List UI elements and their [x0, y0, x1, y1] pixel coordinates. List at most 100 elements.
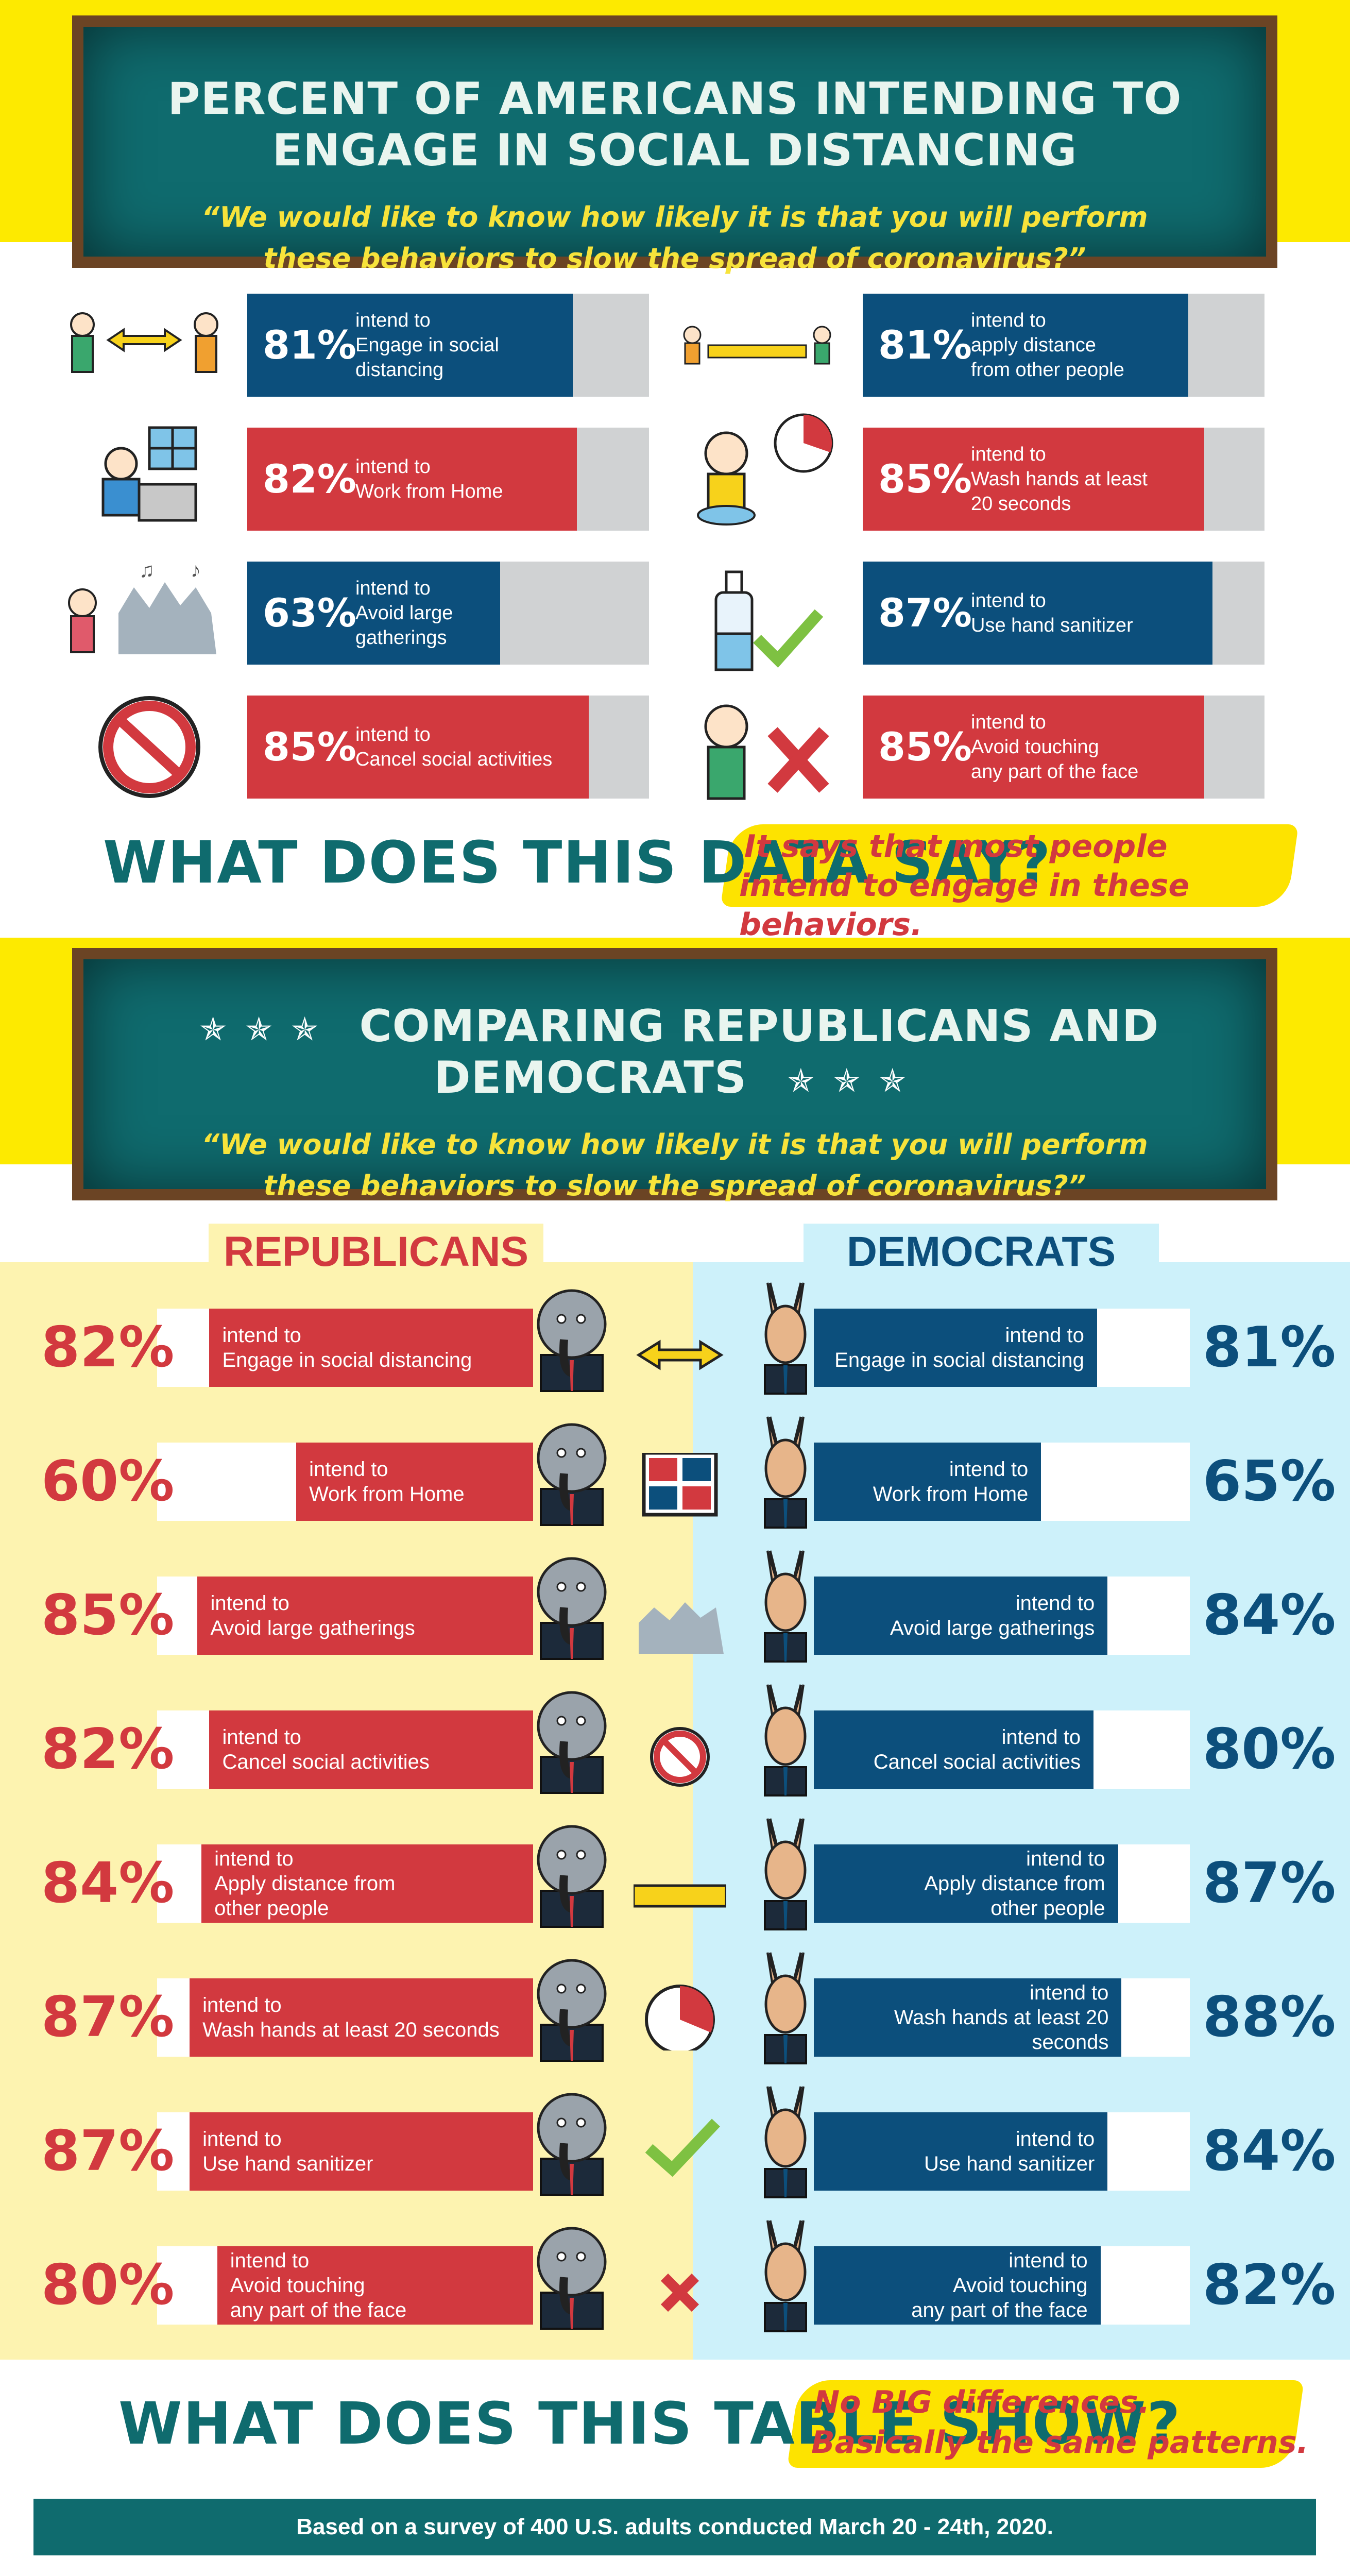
rep-label-line: Wash hands at least 20 seconds	[202, 2019, 500, 2041]
republicans-label: REPUBLICANS	[223, 1228, 529, 1275]
rep-percent: 80%	[41, 2253, 175, 2317]
donkey-icon	[764, 1282, 807, 1395]
star-icon: ✯	[245, 1010, 273, 1048]
bar-percent: 81%	[263, 322, 356, 368]
laptop-home-icon	[101, 426, 197, 522]
bar-fill	[247, 562, 501, 665]
bar-fill	[247, 294, 573, 397]
dem-bar-label: intend to Cancel social activities	[874, 1710, 1081, 1789]
dem-bar: intend to Wash hands at least 20 seconds	[814, 1978, 1122, 2057]
dem-label-line: intend to	[1026, 1848, 1105, 1870]
bar-label-line: apply distance	[971, 334, 1096, 356]
rep-bar-label: intend to Apply distance from other people	[214, 1844, 395, 1923]
dem-percent: 84%	[1203, 1583, 1336, 1648]
rep-bar: intend to Engage in social distancing	[209, 1309, 533, 1387]
star-icon: ✯	[291, 1010, 319, 1048]
window-icon	[642, 1453, 718, 1517]
title-board-2: ✯ ✯ ✯ COMPARING REPUBLICANS AND DEMOCRATS …	[72, 948, 1277, 1202]
dem-label-line: Apply distance from	[924, 1872, 1105, 1895]
rep-bar-label: intend to Work from Home	[309, 1443, 465, 1521]
dem-percent: 82%	[1203, 2253, 1336, 2317]
dem-percent: 88%	[1203, 1985, 1336, 2049]
donkey-icon	[764, 2220, 807, 2332]
no-party-icon	[650, 1727, 710, 1787]
bar-label-line: gatherings	[355, 627, 447, 649]
bar-label-line: Use hand sanitizer	[971, 615, 1133, 636]
bar-percent: 85%	[263, 724, 356, 770]
bar-label-line: from other people	[971, 359, 1124, 381]
svg-text:♫: ♫	[139, 559, 155, 582]
bar-label: intend to Avoid touching any part of the f…	[971, 696, 1138, 799]
bar-percent: 85%	[878, 456, 972, 502]
elephant-icon	[537, 1959, 607, 2062]
republicans-tab	[209, 1224, 543, 1280]
dem-label-line: intend to	[1015, 1592, 1095, 1615]
dem-label-line: any part of the face	[911, 2299, 1088, 2321]
rep-percent: 82%	[41, 1315, 175, 1380]
rep-label-line: Avoid touching	[230, 2274, 365, 2297]
democrats-label: DEMOCRATS	[846, 1228, 1116, 1275]
star-icon: ✯	[879, 1062, 907, 1100]
bar-label-line: Avoid large	[355, 602, 453, 624]
dem-bar-label: intend to Apply distance from other people	[924, 1844, 1105, 1923]
rep-percent: 87%	[41, 2119, 175, 2183]
rep-bar-label: intend to Avoid touching any part of the f…	[230, 2246, 406, 2325]
dem-label-line: intend to	[1001, 1726, 1081, 1749]
dem-bar-label: intend to Work from Home	[873, 1443, 1029, 1521]
bar-label: intend to Wash hands at least 20 seconds	[971, 428, 1148, 531]
bar-label: intend to apply distance from other people	[971, 294, 1124, 397]
footer-banner: Based on a survey of 400 U.S. adults con…	[33, 2499, 1316, 2555]
crowd-icon: ♫ ♪	[68, 559, 216, 654]
section2-quote-line2: these behaviors to slow the spread of co…	[263, 1170, 1086, 1202]
dem-label-line: Work from Home	[873, 1483, 1029, 1505]
bar-label: intend to Avoid large gatherings	[355, 562, 453, 665]
q2-question: WHAT DOES THIS TABLE SHOW?	[118, 2391, 1182, 2458]
bar-label-line: Engage in social	[355, 334, 499, 356]
bar-fill	[863, 562, 1212, 665]
q1-question: WHAT DOES THIS DATA SAY?	[103, 829, 1052, 896]
rep-bar: intend to Wash hands at least 20 seconds	[190, 1978, 533, 2057]
elephant-icon	[537, 1423, 607, 1526]
dem-bar: intend to Work from Home	[814, 1443, 1041, 1521]
rep-label-line: intend to	[210, 1592, 289, 1615]
dem-percent: 65%	[1203, 1449, 1336, 1514]
bar-label-line: intend to	[971, 590, 1046, 612]
behavior-bar: 87% intend to Use hand sanitizer	[863, 562, 1264, 665]
rep-percent: 60%	[41, 1449, 175, 1514]
bar-fill	[863, 696, 1204, 799]
bar-label-line: intend to	[355, 310, 431, 331]
dem-label-line: intend to	[949, 1458, 1029, 1481]
elephant-icon	[537, 1289, 607, 1392]
bar-percent: 85%	[878, 724, 972, 770]
rep-label-line: Apply distance from	[214, 1872, 396, 1895]
dem-bar: intend to Avoid touching any part of the f…	[814, 2246, 1101, 2325]
hand-wash-timer-icon	[697, 413, 833, 526]
red-x-icon	[660, 2273, 699, 2312]
bar-percent: 87%	[878, 590, 972, 636]
q1-answer-line2: intend to engage in these behaviors.	[739, 868, 1190, 943]
double-arrow-icon	[636, 1340, 724, 1370]
dem-bar: intend to Apply distance from other people	[814, 1844, 1118, 1923]
dem-bar: intend to Use hand sanitizer	[814, 2112, 1108, 2191]
bar-label-line: Cancel social activities	[355, 749, 553, 770]
ruler-distance-icon	[683, 326, 831, 365]
sanitizer-check-icon	[645, 2119, 720, 2177]
elephant-icon	[537, 2227, 607, 2330]
bar-label-line: 20 seconds	[971, 493, 1071, 515]
star-icon: ✯	[199, 1010, 227, 1048]
bar-label: intend to Use hand sanitizer	[971, 562, 1133, 665]
star-icon: ✯	[787, 1062, 815, 1100]
dem-label-line: Engage in social distancing	[834, 1349, 1084, 1371]
dem-label-line: Avoid large gatherings	[890, 1617, 1095, 1639]
elephant-icon	[537, 1691, 607, 1794]
rep-percent: 85%	[41, 1583, 175, 1648]
bar-label-line: intend to	[971, 444, 1046, 465]
rep-bar: intend to Avoid touching any part of the f…	[217, 2246, 533, 2325]
bar-percent: 82%	[263, 456, 356, 502]
bar-percent: 63%	[263, 590, 356, 636]
dem-bar: intend to Avoid large gatherings	[814, 1577, 1108, 1655]
donkey-icon	[764, 1684, 807, 1797]
rep-bar: intend to Cancel social activities	[209, 1710, 533, 1789]
dem-bar-label: intend to Avoid touching any part of the f…	[911, 2246, 1087, 2325]
section1-quote-line2: these behaviors to slow the spread of co…	[263, 242, 1086, 275]
